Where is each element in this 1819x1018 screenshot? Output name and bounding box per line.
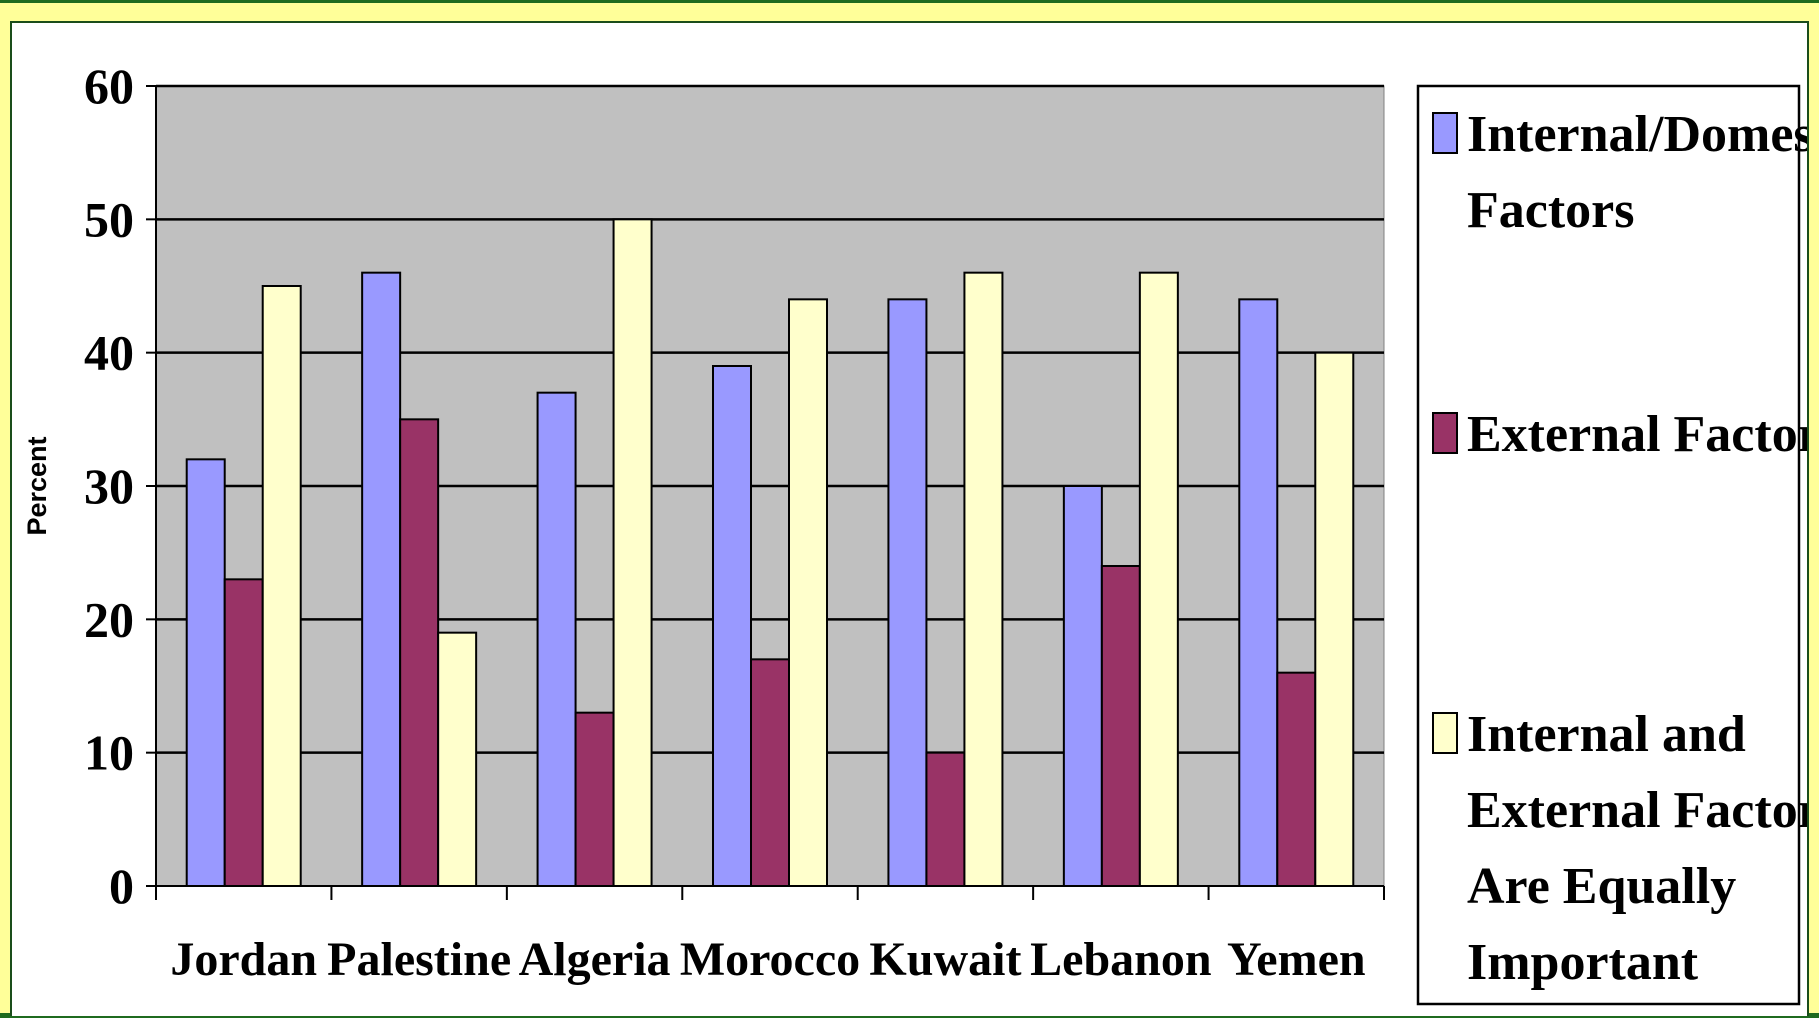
gridlines	[156, 84, 1384, 754]
bar-lebanon-series-2	[1100, 565, 1141, 887]
category-label-yemen: Yemen	[1227, 933, 1366, 986]
bar-palestine-series-1	[361, 271, 402, 887]
bar-morocco-series-1	[712, 365, 752, 887]
bar-chart: 0 10 20 30 40 50 60 Jordan Palestine Algeria Moro…	[22, 58, 1807, 1006]
axes	[146, 85, 1385, 900]
category-label-jordan: Jordan	[170, 933, 317, 986]
category-label-kuwait: Kuwait	[869, 933, 1021, 986]
bar-morocco-series-2	[750, 658, 790, 887]
category-label-lebanon: Lebanon	[1030, 933, 1211, 986]
bar-algeria-series-1	[536, 391, 577, 887]
bar-yemen-series-2	[1276, 671, 1317, 888]
bar-algeria-series-3	[612, 218, 653, 888]
legend-label-3: Are Equally	[1467, 858, 1736, 915]
chart-panel: 0 10 20 30 40 50 60 Jordan Palestine Algeria Moro…	[10, 21, 1809, 1016]
bar-lebanon-series-3	[1138, 271, 1179, 887]
y-tick-label: 30	[84, 458, 134, 514]
bar-yemen-series-3	[1314, 351, 1355, 887]
category-label-morocco: Morocco	[680, 933, 860, 986]
legend-label-3: External Factors	[1467, 782, 1807, 839]
bar-kuwait-series-2	[925, 751, 966, 888]
category-label-palestine: Palestine	[327, 933, 511, 986]
bar-kuwait-series-1	[887, 298, 928, 888]
legend-label-1: Internal/Domestic	[1467, 106, 1807, 163]
bar-palestine-series-2	[399, 418, 440, 887]
category-label-algeria: Algeria	[519, 933, 671, 986]
legend-label-2: External Factors	[1467, 406, 1807, 463]
bar-jordan-series-2	[223, 578, 264, 887]
legend-swatch-2	[1432, 412, 1458, 454]
y-tick-labels: 0 10 20 30 40 50 60	[84, 58, 134, 914]
legend-label-3: Important	[1467, 934, 1699, 991]
legend-box	[1416, 84, 1801, 1006]
bar-palestine-series-3	[437, 631, 478, 888]
bars	[185, 218, 1355, 888]
y-axis-title: Percent	[22, 436, 52, 535]
bar-morocco-series-3	[788, 298, 828, 888]
bar-algeria-series-2	[574, 711, 615, 888]
legend-swatch-3	[1432, 712, 1458, 754]
bar-jordan-series-3	[261, 285, 302, 887]
category-labels: Jordan Palestine Algeria Morocco Kuwait Leban…	[170, 933, 1365, 986]
bar-kuwait-series-3	[963, 271, 1004, 887]
legend-label-1: Factors	[1467, 182, 1634, 239]
bar-yemen-series-1	[1238, 298, 1279, 888]
bar-lebanon-series-1	[1062, 485, 1103, 887]
y-tick-label: 20	[84, 591, 134, 647]
y-tick-label: 40	[84, 325, 134, 381]
y-tick-label: 60	[84, 58, 134, 114]
y-tick-label: 10	[84, 725, 134, 781]
legend-label-3: Internal and	[1467, 706, 1746, 763]
y-tick-label: 50	[84, 191, 134, 247]
bar-jordan-series-1	[185, 458, 226, 887]
y-tick-label: 0	[109, 858, 134, 914]
legend-swatch-1	[1432, 112, 1458, 154]
legend: Internal/Domestic Factors External Factors…	[1416, 84, 1807, 1006]
